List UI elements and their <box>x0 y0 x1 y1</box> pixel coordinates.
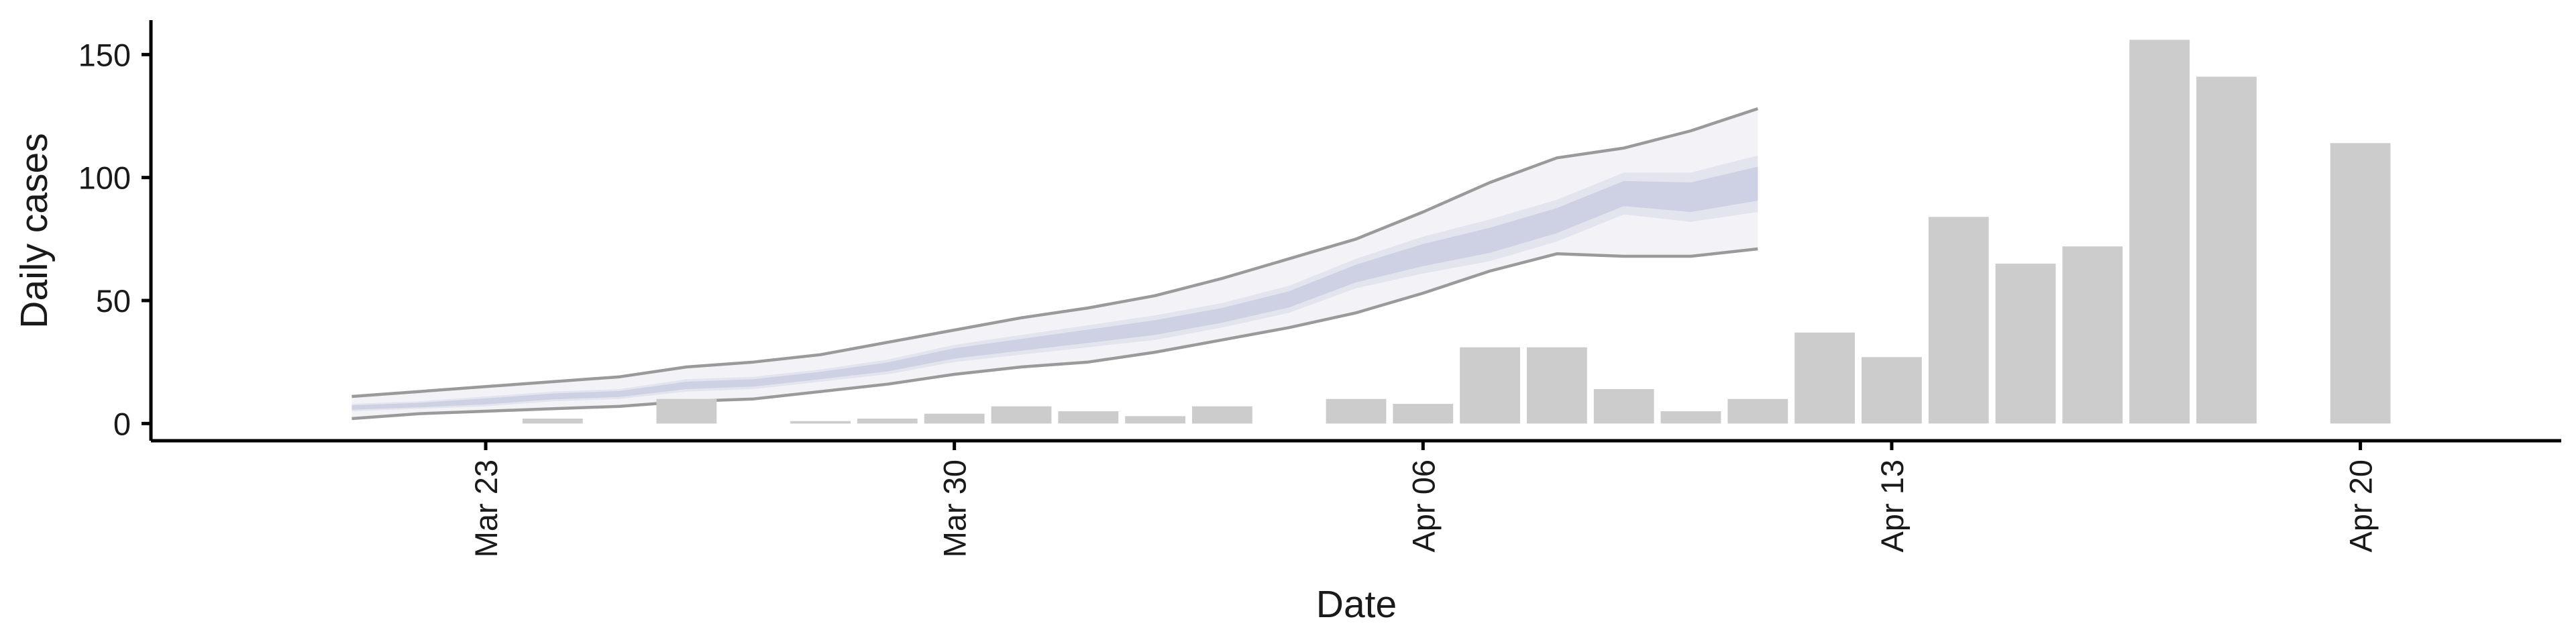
forecast-inner-interval <box>352 166 1758 410</box>
bar-2020-04-13 <box>1862 357 1922 424</box>
y-tick-label: 0 <box>113 406 131 441</box>
bar-2020-03-31 <box>991 406 1052 424</box>
bar-2020-04-01 <box>1058 411 1119 424</box>
bar-2020-04-08 <box>1527 347 1587 424</box>
bar-2020-03-26 <box>656 398 717 424</box>
x-tick-label: Mar 30 <box>937 460 973 557</box>
bar-2020-04-14 <box>1928 217 1989 424</box>
bar-2020-04-11 <box>1727 398 1788 424</box>
x-tick-label: Apr 20 <box>2343 460 2379 552</box>
y-tick-label: 150 <box>78 37 131 72</box>
bar-2020-04-15 <box>1995 264 2056 424</box>
y-tick-label: 50 <box>96 283 131 319</box>
bar-2020-04-10 <box>1660 411 1721 424</box>
forecast-layer <box>352 107 1759 421</box>
bar-2020-04-20 <box>2330 143 2391 424</box>
bar-2020-04-16 <box>2062 246 2123 424</box>
bar-2020-04-09 <box>1593 389 1654 424</box>
bar-2020-03-29 <box>857 419 918 424</box>
forecast-lower-bound-line <box>352 247 1758 421</box>
x-axis-title: Date <box>1316 583 1397 626</box>
forecast-mid-interval <box>352 155 1758 411</box>
bars-layer <box>522 40 2391 424</box>
x-tick-label: Apr 13 <box>1874 460 1910 552</box>
x-tick-label: Apr 06 <box>1405 460 1441 552</box>
bar-2020-04-17 <box>2129 40 2190 424</box>
axes-layer: 0 50 100 150 Mar 23 Mar 30 Apr 06 Apr 13 Apr 20 <box>78 20 2561 557</box>
bar-2020-04-07 <box>1460 347 1520 424</box>
bar-2020-04-05 <box>1326 398 1387 424</box>
bar-2020-03-28 <box>790 421 851 424</box>
bar-2020-04-03 <box>1192 406 1252 424</box>
forecast-upper-bound-line <box>352 107 1759 398</box>
bar-2020-04-18 <box>2196 76 2257 424</box>
bar-2020-04-02 <box>1125 416 1185 424</box>
bar-2020-03-24 <box>522 419 583 424</box>
bar-2020-04-12 <box>1794 332 1855 424</box>
y-tick-label: 100 <box>78 160 131 196</box>
bar-2020-03-30 <box>924 413 985 424</box>
y-axis-title: Daily cases <box>13 133 56 328</box>
x-tick-label: Mar 23 <box>468 460 504 557</box>
bar-2020-04-06 <box>1393 404 1454 424</box>
